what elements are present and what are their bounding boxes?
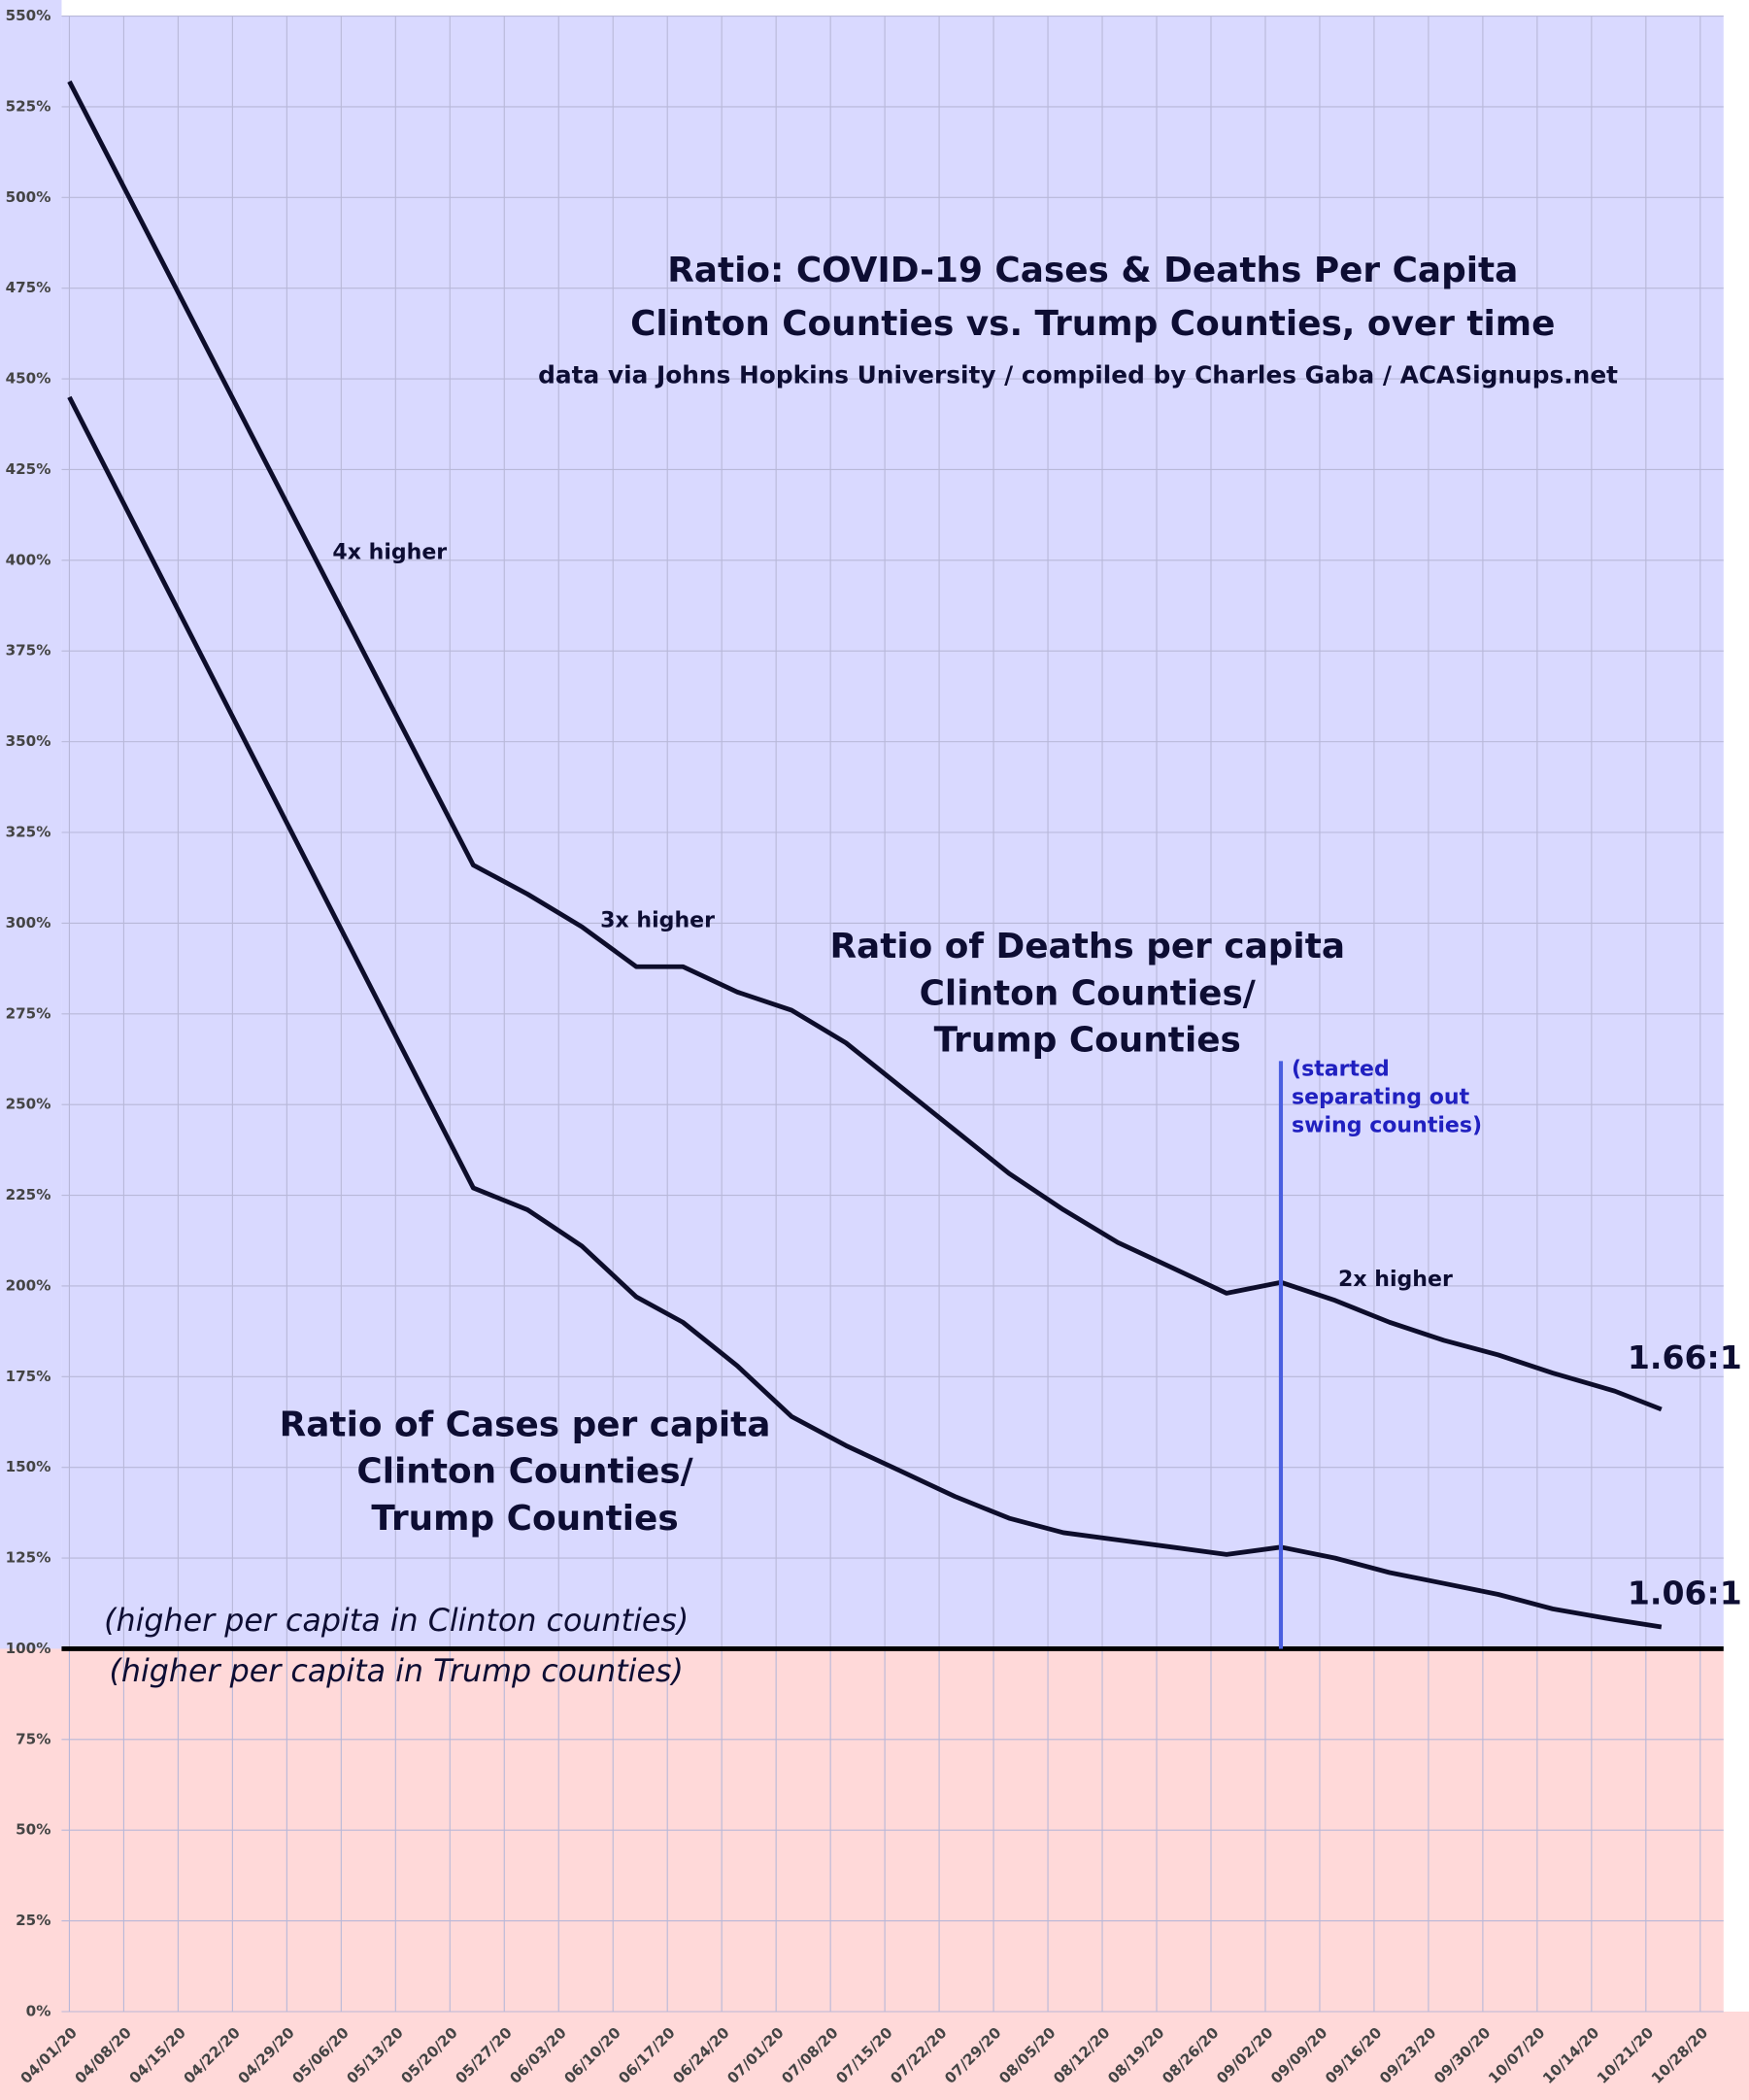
y-tick-label: 425% [6, 460, 51, 478]
y-tick-label: 550% [6, 7, 51, 24]
y-tick-label: 200% [6, 1276, 51, 1294]
chart-title: Ratio: COVID-19 Cases & Deaths Per Capit… [667, 251, 1518, 290]
chart-subtitle: Clinton Counties vs. Trump Counties, ove… [630, 304, 1555, 344]
y-tick-label: 75% [16, 1730, 50, 1747]
annotation: 3x higher [600, 909, 715, 933]
series-label: Trump Counties [371, 1499, 678, 1539]
series-line [67, 395, 1663, 1630]
marker-note: separating out [1292, 1086, 1470, 1110]
region-label: (higher per capita in Trump counties) [110, 1654, 684, 1689]
y-tick-label: 275% [6, 1004, 51, 1022]
y-tick-label: 125% [6, 1549, 51, 1567]
y-tick-label: 375% [6, 642, 51, 660]
marker-note: (started [1292, 1058, 1390, 1082]
y-tick-label: 500% [6, 188, 51, 206]
y-tick-label: 150% [6, 1458, 51, 1475]
bottom-margin [0, 2011, 1749, 2100]
y-tick-label: 350% [6, 732, 51, 750]
source-note: data via Johns Hopkins University / comp… [538, 360, 1618, 389]
y-tick-label: 25% [16, 1912, 50, 1929]
end-label: 1.06:1 [1628, 1575, 1742, 1612]
y-tick-label: 450% [6, 370, 51, 388]
series-label: Clinton Counties/ [356, 1452, 693, 1492]
end-label: 1.66:1 [1628, 1338, 1742, 1376]
annotation: 2x higher [1338, 1268, 1453, 1292]
series-line [67, 80, 1663, 1412]
y-tick-label: 475% [6, 279, 51, 296]
y-tick-label: 300% [6, 914, 51, 931]
series-label: Ratio of Deaths per capita [829, 927, 1345, 966]
grid [61, 15, 1724, 2013]
region-label: (higher per capita in Clinton counties) [104, 1604, 689, 1639]
y-tick-label: 525% [6, 97, 51, 115]
y-tick-label: 100% [6, 1640, 51, 1657]
annotation: 4x higher [332, 540, 447, 564]
y-tick-label: 325% [6, 824, 51, 841]
marker-note: swing counties) [1292, 1114, 1482, 1138]
series-label: Trump Counties [934, 1021, 1241, 1061]
y-tick-label: 175% [6, 1368, 51, 1385]
series-label: Ratio of Cases per capita [280, 1405, 771, 1444]
y-tick-label: 0% [26, 2002, 51, 2019]
y-tick-label: 50% [16, 1821, 50, 1839]
y-tick-label: 400% [6, 551, 51, 568]
series-label: Clinton Counties/ [920, 973, 1257, 1013]
plot [61, 80, 1724, 1651]
y-tick-label: 225% [6, 1186, 51, 1203]
y-tick-label: 250% [6, 1096, 51, 1113]
